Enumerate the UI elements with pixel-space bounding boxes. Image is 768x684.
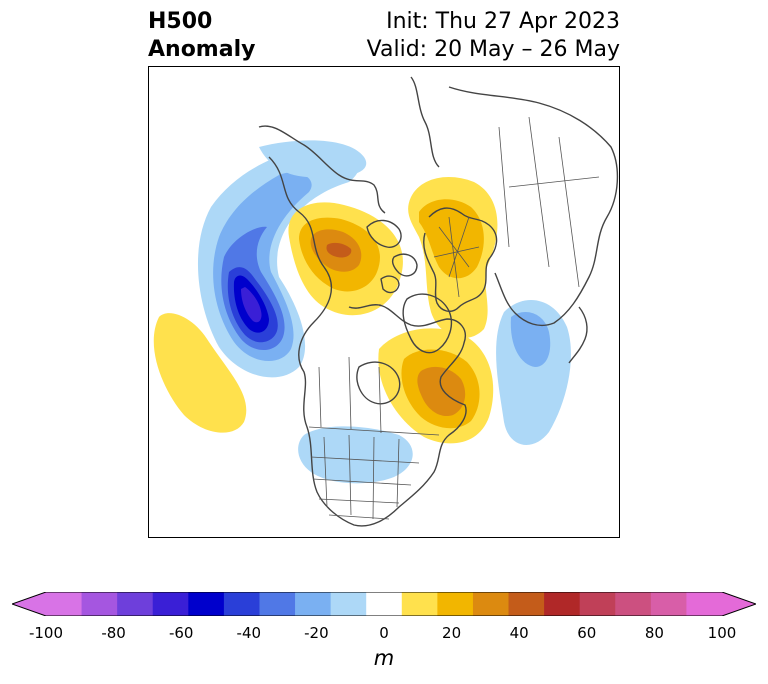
init-date: Init: Thu 27 Apr 2023 (386, 9, 620, 34)
title-variable: H500 (148, 9, 213, 34)
hudson-bay-outline (356, 361, 401, 405)
colorbar-cell (437, 592, 474, 616)
colorbar-cell (81, 592, 118, 616)
asia-outline (448, 86, 619, 327)
colorbar-cell (46, 592, 83, 616)
colorbar-tick-labels: -100 -80 -60 -40 -20 0 20 40 60 80 100 (0, 624, 768, 644)
colorbar (12, 592, 756, 616)
title-field: Anomaly (148, 37, 256, 62)
us-canada-border (308, 426, 440, 436)
colorbar-tick-label: 20 (442, 624, 462, 642)
anomaly-map (148, 66, 620, 538)
colorbar-tick-label: -40 (236, 624, 262, 642)
plot-title-right: Init: Thu 27 Apr 2023 Valid: 20 May – 26… (367, 8, 620, 64)
colorbar-cell (188, 592, 225, 616)
subtropical-ridge-10 (153, 313, 247, 433)
europe-borders (433, 216, 480, 298)
borders (308, 116, 600, 520)
greenland-ridge-30 (417, 366, 466, 417)
plot-title-left: H500 Anomaly (148, 8, 255, 64)
colorbar-unit: m (373, 646, 395, 670)
mexico-border (328, 514, 390, 520)
colorbar-tick-label: 80 (644, 624, 664, 642)
colorbar-cells (46, 592, 723, 616)
africa-outline (410, 76, 440, 168)
colorbar-cell (579, 592, 616, 616)
canada-province-lines (318, 356, 382, 434)
colorbar-cell (401, 592, 438, 616)
colorbar-cell (650, 592, 687, 616)
alaska-outline (258, 125, 386, 214)
coastlines (258, 76, 619, 527)
anomaly-shading (153, 140, 571, 484)
colorbar-cell (152, 592, 189, 616)
colorbar-tick-label: -20 (304, 624, 329, 642)
colorbar-cell (330, 592, 367, 616)
colorbar-cell (366, 592, 403, 616)
colorbar-cell (472, 592, 510, 616)
colorbar-cell (295, 592, 332, 616)
us-state-lines-2 (310, 456, 420, 504)
colorbar-tick-label: -80 (101, 624, 126, 642)
colorbar-cell (544, 592, 581, 616)
colorbar-tick-label: 100 (707, 624, 737, 642)
europe-outline (423, 207, 498, 313)
colorbar-over-arrow (722, 592, 756, 616)
colorbar-under-arrow (12, 592, 46, 616)
colorbar-cell (117, 592, 154, 616)
valid-range: Valid: 20 May – 26 May (366, 37, 620, 62)
colorbar-cell (686, 592, 723, 616)
colorbar-cell (508, 592, 545, 616)
colorbar-tick-label: 60 (577, 624, 597, 642)
japan-outline (568, 306, 588, 364)
us-state-lines-1 (323, 434, 400, 520)
colorbar-cell (615, 592, 652, 616)
colorbar-tick-label: -60 (168, 624, 194, 642)
colorbar-tick-label: 0 (379, 624, 389, 642)
colorbar-cell (259, 592, 296, 616)
colorbar-cell (223, 592, 260, 616)
asia-borders (498, 116, 600, 288)
north-america-outline (268, 156, 467, 527)
arctic-islands (366, 219, 418, 294)
central-us-trough-10 (298, 426, 413, 484)
map-svg (153, 76, 619, 527)
colorbar-tick-label: -100 (28, 624, 64, 642)
gulf-alaska-tongue (259, 140, 367, 178)
arctic-ridge-40 (326, 242, 352, 258)
pacific-trough-core (241, 287, 262, 323)
colorbar-tick-label: 40 (509, 624, 529, 642)
greenland-outline (402, 293, 453, 354)
